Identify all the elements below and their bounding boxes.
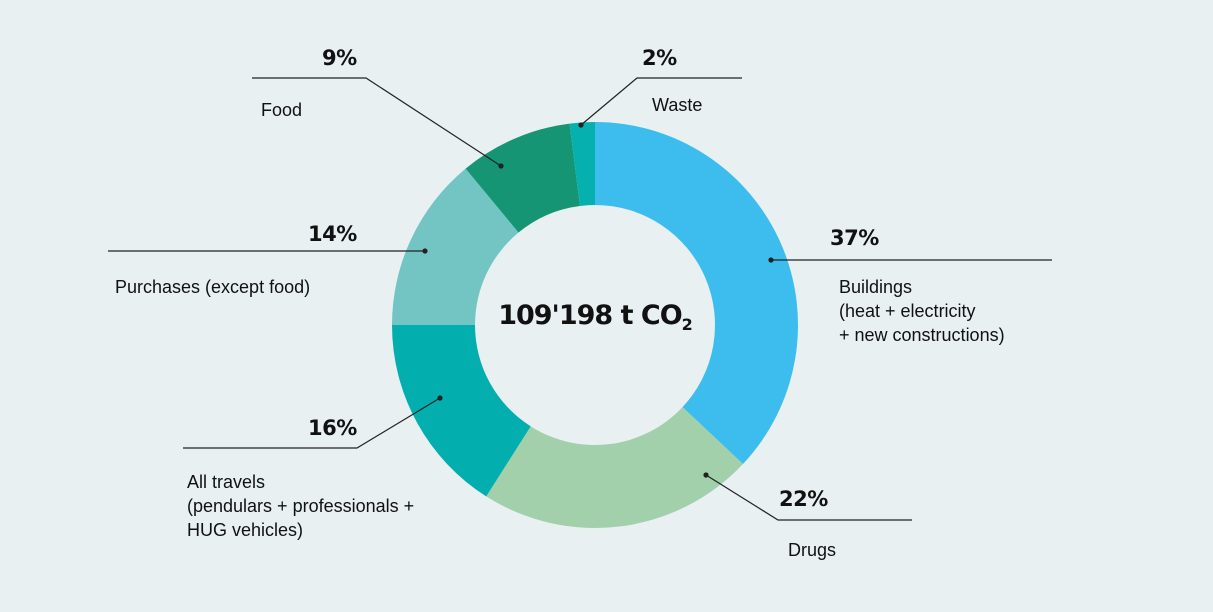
pct-purchases: 14% <box>308 222 357 246</box>
total-emissions-label: 109'198 t CO2 <box>498 300 693 334</box>
slice-1 <box>486 407 743 528</box>
slice-4 <box>465 123 580 233</box>
leader-waste <box>580 77 742 126</box>
pct-food: 9% <box>322 46 357 70</box>
label-waste: Waste <box>652 95 703 115</box>
leader-travels <box>183 397 441 449</box>
pct-waste: 2% <box>642 46 677 70</box>
label-buildings: Buildings (heat + electricity + new cons… <box>839 277 1005 345</box>
pct-buildings: 37% <box>830 226 879 250</box>
pct-drugs: 22% <box>779 487 828 511</box>
leader-drugs <box>705 474 912 521</box>
slice-3 <box>392 168 519 325</box>
slice-0 <box>595 122 798 464</box>
label-drugs: Drugs <box>788 540 837 560</box>
pct-travels: 16% <box>308 416 357 440</box>
slice-2 <box>392 325 531 497</box>
leader-food <box>252 77 502 167</box>
label-travels: All travels (pendulars + professionals +… <box>187 472 415 540</box>
label-purchases: Purchases (except food) <box>115 277 311 297</box>
slice-5 <box>569 122 595 206</box>
label-food: Food <box>261 100 303 120</box>
